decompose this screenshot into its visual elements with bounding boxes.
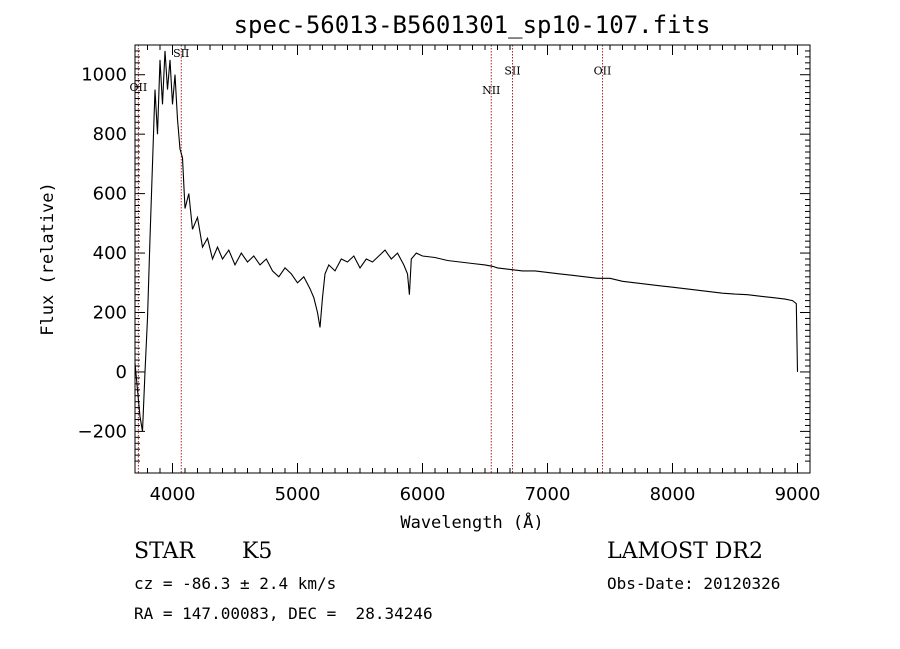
- plot-frame: [134, 44, 811, 474]
- spectrum-line: [134, 50, 799, 432]
- x-tick-label: 4000: [150, 484, 196, 505]
- survey-label: LAMOST DR2: [607, 539, 763, 564]
- y-tick-label: −200: [78, 421, 127, 442]
- emission-line-markers: OII SII NII SII OII: [130, 45, 612, 473]
- y-tick-label: 1000: [81, 65, 127, 86]
- marker-label-oii: OII: [130, 81, 148, 94]
- x-axis-label: Wavelength (Å): [400, 511, 543, 533]
- object-subclass: K5: [242, 539, 273, 564]
- marker-label-sii: SII: [173, 47, 189, 60]
- x-tick-label: 9000: [775, 484, 821, 505]
- x-tick-label: 5000: [275, 484, 321, 505]
- axis-tick-labels: 4000 5000 6000 7000 8000 9000 −200 0 200 400 600 80…: [78, 65, 821, 505]
- y-tick-label: 400: [93, 243, 127, 264]
- x-tick-label: 6000: [400, 484, 446, 505]
- chart-title: spec-56013-B5601301_sp10-107.fits: [234, 11, 711, 39]
- y-tick-label: 800: [93, 124, 127, 145]
- redshift-text: cz = -86.3 ± 2.4 km/s: [134, 574, 337, 593]
- obs-date-text: Obs-Date: 20120326: [607, 574, 781, 593]
- x-tick-label: 7000: [525, 484, 571, 505]
- marker-label-nii: NII: [482, 84, 500, 97]
- marker-label-sii: SII: [504, 65, 520, 78]
- y-tick-label: 0: [116, 362, 127, 383]
- object-class: STAR: [134, 539, 195, 564]
- y-tick-label: 200: [93, 303, 127, 324]
- coordinates-text: RA = 147.00083, DEC = 28.34246: [134, 604, 433, 623]
- y-tick-label: 600: [93, 184, 127, 205]
- axis-ticks: [135, 44, 810, 473]
- marker-label-oii: OII: [594, 65, 612, 78]
- y-axis-label: Flux (relative): [38, 182, 58, 336]
- x-tick-label: 8000: [650, 484, 696, 505]
